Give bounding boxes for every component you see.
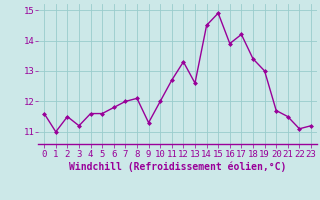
X-axis label: Windchill (Refroidissement éolien,°C): Windchill (Refroidissement éolien,°C): [69, 161, 286, 172]
